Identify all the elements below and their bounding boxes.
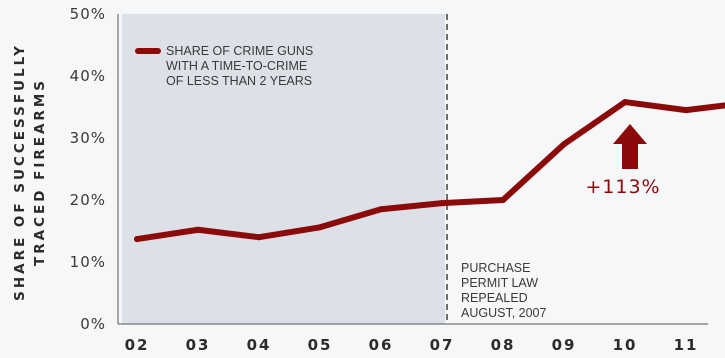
x-tick-label: 08 <box>491 336 516 354</box>
annotation-label-line: REPEALED <box>461 291 528 305</box>
data-point <box>683 107 689 114</box>
x-tick-label: 06 <box>369 336 394 354</box>
x-tick-label: 07 <box>430 336 455 354</box>
data-point <box>134 236 140 243</box>
annotation-label-line: PERMIT LAW <box>461 276 538 290</box>
up-arrow-icon <box>613 124 647 169</box>
x-tick-label: 10 <box>613 336 638 354</box>
data-point <box>622 99 628 106</box>
y-tick-label: 0% <box>80 315 106 333</box>
x-tick-label: 05 <box>308 336 333 354</box>
y-tick-label: 10% <box>70 253 106 271</box>
data-point <box>317 224 323 231</box>
data-point <box>500 197 506 203</box>
callout-label: +113% <box>585 176 660 198</box>
legend-label-line: OF LESS THAN 2 YEARS <box>166 74 312 88</box>
y-tick-label: 20% <box>70 191 106 209</box>
data-point <box>561 141 567 148</box>
x-tick-label: 09 <box>552 336 577 354</box>
data-point <box>195 226 201 233</box>
data-point <box>256 234 262 241</box>
x-tick-label: 11 <box>674 336 699 354</box>
shaded-region <box>122 14 445 324</box>
y-tick-label: 30% <box>70 129 106 147</box>
y-axis-title: SHARE OF SUCCESSFULLY TRACED FIREARMS <box>12 43 48 301</box>
legend-label-line: WITH A TIME-TO-CRIME <box>166 59 307 73</box>
y-tick-label: 40% <box>70 67 106 85</box>
x-tick-label: 02 <box>125 336 150 354</box>
data-point <box>439 200 445 207</box>
y-axis-title-line-2: TRACED FIREARMS <box>32 78 48 266</box>
x-tick-label: 04 <box>247 336 272 354</box>
y-tick-label: 50% <box>70 5 106 23</box>
data-point <box>378 206 384 213</box>
annotation-label-line: AUGUST, 2007 <box>461 306 547 320</box>
legend-label-line: SHARE OF CRIME GUNS <box>166 44 313 58</box>
annotation-label-line: PURCHASE <box>461 261 530 275</box>
x-tick-label: 03 <box>186 336 211 354</box>
y-axis-title-line-1: SHARE OF SUCCESSFULLY <box>12 43 28 301</box>
